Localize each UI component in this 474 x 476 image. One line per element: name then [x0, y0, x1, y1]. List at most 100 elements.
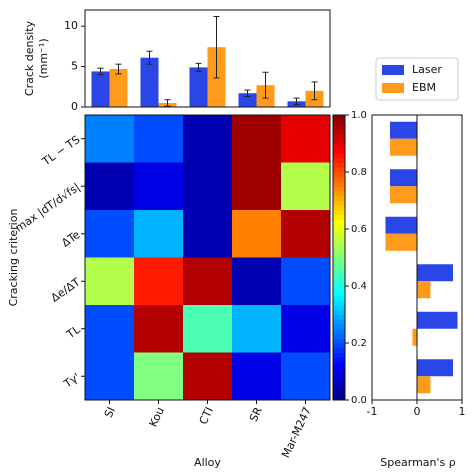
colorbar-tick-label: 0.4: [351, 281, 367, 292]
heatmap-cell: [134, 210, 184, 258]
bar: [412, 328, 417, 346]
colorbar-segment: [333, 319, 345, 325]
colorbar-segment: [333, 347, 345, 353]
bar: [109, 69, 128, 107]
x-tick-label: CTI: [197, 405, 216, 426]
heatmap-cell: [232, 115, 282, 163]
heatmap-cell: [183, 257, 233, 306]
colorbar-segment: [333, 262, 345, 268]
plot-frame: [84, 9, 331, 108]
legend-label: Laser: [412, 63, 442, 76]
heatmap-cell: [85, 115, 135, 163]
heatmap-cell: [232, 210, 282, 258]
colorbar-segment: [333, 252, 345, 258]
colorbar-tick-label: 0.6: [351, 224, 367, 235]
colorbar-segment: [333, 300, 345, 306]
colorbar-segment: [333, 371, 345, 377]
heatmap-cell: [85, 305, 135, 353]
colorbar-segment: [333, 219, 345, 225]
colorbar-segment: [333, 267, 345, 273]
colorbar-segment: [333, 381, 345, 387]
bar: [417, 311, 458, 329]
heatmap-cell: [232, 257, 282, 306]
y-tick-label: 10: [64, 19, 78, 32]
colorbar-segment: [333, 362, 345, 368]
colorbar-segment: [333, 238, 345, 244]
heatmap-cell: [183, 210, 233, 258]
colorbar-segment: [333, 290, 345, 296]
heatmap-cell: [183, 305, 233, 353]
heatmap-cell: [85, 352, 135, 401]
heatmap-cell: [281, 352, 331, 401]
heatmap-cell: [134, 257, 184, 306]
bar: [385, 233, 417, 251]
bar: [417, 281, 431, 299]
row-label: ΔTe: [59, 228, 82, 250]
colorbar-segment: [333, 200, 345, 206]
heatmap-cell: [281, 305, 331, 353]
heatmap-cell: [183, 352, 233, 401]
colorbar-segment: [333, 286, 345, 292]
heatmap-cell: [134, 305, 184, 353]
colorbar-segment: [333, 248, 345, 254]
heatmap-cell: [232, 305, 282, 353]
bar: [390, 138, 417, 156]
colorbar-segment: [333, 191, 345, 197]
colorbar-segment: [333, 324, 345, 330]
colorbar-segment: [333, 124, 345, 130]
colorbar-segment: [333, 176, 345, 182]
bar: [417, 264, 453, 282]
bar: [385, 216, 417, 234]
colorbar-segment: [333, 281, 345, 287]
colorbar-segment: [333, 295, 345, 301]
colorbar-segment: [333, 395, 345, 401]
colorbar-segment: [333, 385, 345, 391]
heatmap-cell: [232, 352, 282, 401]
heatmap-cell: [281, 115, 331, 163]
colorbar-segment: [333, 233, 345, 239]
y-axis-label: Crack density: [23, 20, 36, 96]
colorbar-segment: [333, 390, 345, 396]
row-label: TL: [64, 323, 84, 342]
x-tick-label: Kou: [147, 405, 167, 429]
colorbar-segment: [333, 338, 345, 344]
x-tick-label: SR: [247, 405, 265, 424]
colorbar-segment: [333, 205, 345, 211]
colorbar-segment: [333, 271, 345, 277]
heatmap-cell: [134, 115, 184, 163]
colorbar-segment: [333, 119, 345, 125]
colorbar-segment: [333, 157, 345, 163]
colorbar-segment: [333, 186, 345, 192]
row-label: max |dT/d√fs|: [13, 181, 83, 235]
heatmap-cell: [232, 162, 282, 211]
colorbar-segment: [333, 148, 345, 154]
colorbar-segment: [333, 162, 345, 168]
legend-swatch: [382, 83, 404, 93]
bar: [390, 121, 417, 139]
colorbar-segment: [333, 243, 345, 249]
colorbar-segment: [333, 210, 345, 216]
colorbar-segment: [333, 376, 345, 382]
x-tick-label: -1: [367, 405, 378, 418]
heatmap-cell: [85, 257, 135, 306]
colorbar-segment: [333, 333, 345, 339]
colorbar-segment: [333, 172, 345, 178]
heatmap-cell: [281, 257, 331, 306]
heatmap-cell: [281, 162, 331, 211]
bar: [140, 57, 159, 107]
y-tick-label: 5: [71, 60, 78, 73]
colorbar-segment: [333, 115, 345, 121]
x-axis-label: Alloy: [194, 456, 221, 469]
bar: [91, 71, 110, 107]
legend-label: EBM: [412, 81, 436, 94]
legend-swatch: [382, 65, 404, 75]
colorbar-segment: [333, 357, 345, 363]
colorbar-tick-label: 0.2: [351, 338, 367, 349]
bar: [417, 376, 431, 394]
colorbar-segment: [333, 224, 345, 230]
heatmap-cell: [183, 115, 233, 163]
bar: [189, 67, 208, 107]
x-axis-label: Spearman's ρ: [380, 456, 455, 469]
colorbar-segment: [333, 167, 345, 173]
row-label: TL − TS: [39, 133, 82, 169]
